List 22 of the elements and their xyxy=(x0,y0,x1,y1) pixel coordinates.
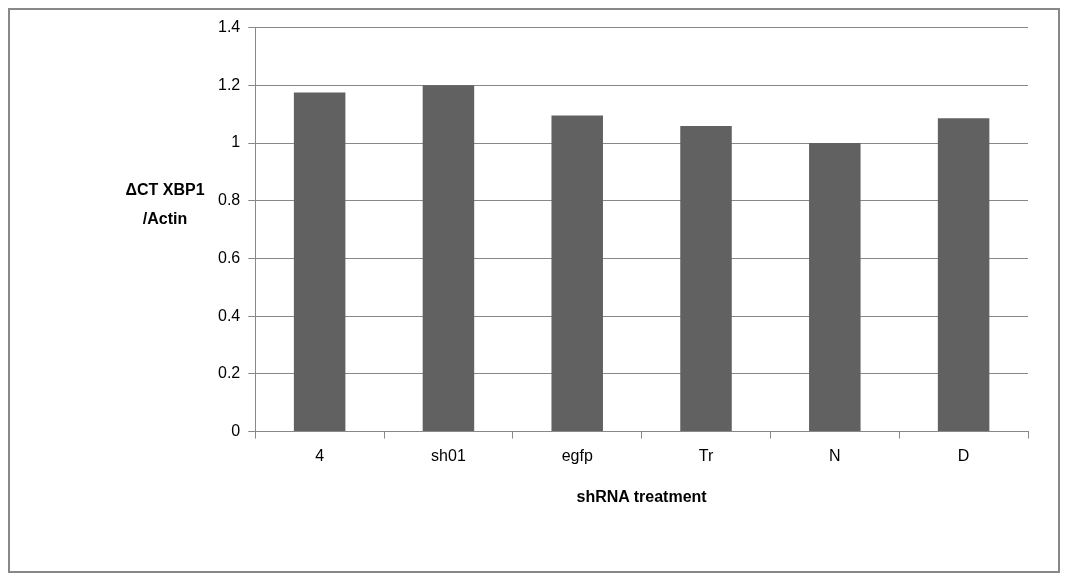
bar xyxy=(680,126,732,432)
bar xyxy=(937,118,990,432)
x-tick-label: Tr xyxy=(698,446,714,464)
bar xyxy=(293,92,346,432)
y-tick-label: 0 xyxy=(231,422,241,440)
y-tick-label: 1.2 xyxy=(217,75,241,93)
x-tick-label: D xyxy=(957,446,970,464)
bar xyxy=(422,85,475,432)
y-tick-label: 0.2 xyxy=(217,364,241,382)
x-axis-title: shRNA treatment xyxy=(576,487,708,505)
x-tick-label: N xyxy=(829,446,841,464)
bar xyxy=(551,115,603,432)
y-tick-label: 1 xyxy=(231,133,241,151)
x-tick-label: egfp xyxy=(561,446,593,464)
y-tick-label: 1.4 xyxy=(217,18,241,36)
y-tick-label: 0.8 xyxy=(217,191,241,209)
x-tick-label: 4 xyxy=(315,446,325,464)
bar xyxy=(809,143,861,432)
x-tick-label: sh01 xyxy=(431,446,466,464)
y-tick-label: 0.4 xyxy=(217,306,241,324)
y-tick-label: 0.6 xyxy=(217,248,241,266)
y-axis-title: ΔCT XBP1 /Actin xyxy=(125,181,205,227)
